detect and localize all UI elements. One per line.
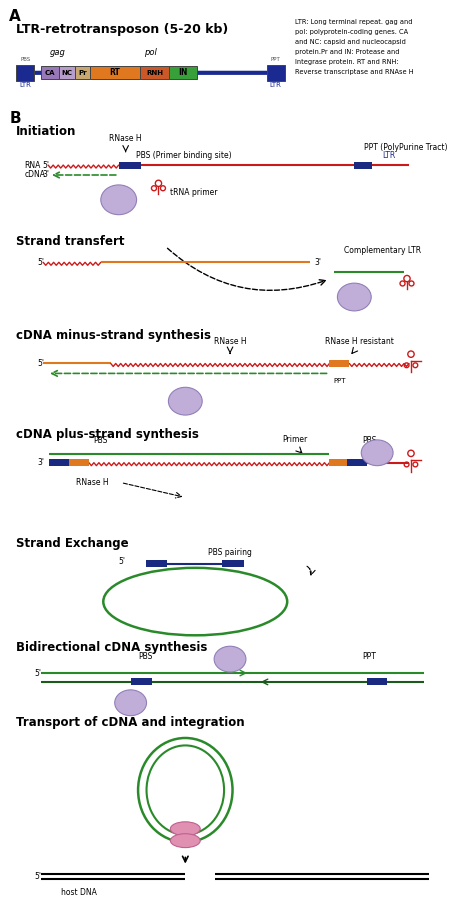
Text: 3': 3' bbox=[315, 257, 321, 266]
Bar bbox=[222, 561, 244, 567]
Bar bbox=[131, 679, 153, 686]
Text: LTR: LTR bbox=[19, 82, 31, 87]
Text: PPT: PPT bbox=[362, 652, 376, 662]
Text: CA: CA bbox=[45, 70, 55, 76]
Bar bbox=[49, 459, 69, 466]
Text: 5': 5' bbox=[37, 359, 44, 368]
Text: LTR-retrotransposon (5-20 kb): LTR-retrotransposon (5-20 kb) bbox=[16, 23, 228, 36]
Text: PBS: PBS bbox=[94, 436, 108, 445]
Text: Bidirectional cDNA synthesis: Bidirectional cDNA synthesis bbox=[16, 642, 208, 654]
Text: cDNA: cDNA bbox=[24, 170, 45, 179]
Bar bbox=[354, 162, 372, 168]
Text: RT: RT bbox=[109, 68, 120, 77]
Ellipse shape bbox=[337, 284, 371, 310]
Text: LTR: LTR bbox=[383, 150, 396, 159]
Text: RNase H: RNase H bbox=[76, 478, 109, 487]
FancyBboxPatch shape bbox=[169, 67, 197, 79]
Ellipse shape bbox=[170, 833, 200, 848]
FancyBboxPatch shape bbox=[90, 67, 139, 79]
Bar bbox=[69, 459, 89, 466]
Text: RNA: RNA bbox=[24, 160, 41, 169]
Text: RNase H: RNase H bbox=[109, 134, 142, 143]
Text: host DNA: host DNA bbox=[61, 888, 97, 897]
Text: NC: NC bbox=[62, 70, 73, 76]
Text: PBS: PBS bbox=[20, 57, 30, 62]
Text: PBS (Primer binding site): PBS (Primer binding site) bbox=[136, 150, 231, 159]
Text: RNase H resistant: RNase H resistant bbox=[325, 337, 394, 346]
Text: LTR: LTR bbox=[270, 82, 282, 87]
Text: LTR: Long terminal repeat. gag and: LTR: Long terminal repeat. gag and bbox=[295, 19, 412, 25]
Text: PBS: PBS bbox=[138, 652, 153, 662]
Text: RNH: RNH bbox=[146, 70, 163, 76]
Bar bbox=[118, 162, 141, 168]
Ellipse shape bbox=[361, 440, 393, 465]
FancyBboxPatch shape bbox=[139, 67, 169, 79]
Text: A: A bbox=[9, 9, 21, 24]
Text: IN: IN bbox=[179, 68, 188, 77]
Text: and NC: capsid and nucleocapsid: and NC: capsid and nucleocapsid bbox=[295, 39, 406, 45]
Text: Strand Exchange: Strand Exchange bbox=[16, 537, 129, 550]
Bar bbox=[347, 459, 367, 466]
Text: Pr: Pr bbox=[78, 70, 87, 76]
Ellipse shape bbox=[170, 822, 200, 836]
Text: 5': 5' bbox=[34, 669, 41, 678]
Bar bbox=[367, 679, 387, 686]
FancyBboxPatch shape bbox=[75, 67, 90, 79]
FancyBboxPatch shape bbox=[16, 65, 34, 81]
Text: 5': 5' bbox=[34, 872, 41, 881]
Text: protein.Pr and IN: Protease and: protein.Pr and IN: Protease and bbox=[295, 49, 399, 55]
Text: PPT: PPT bbox=[271, 57, 281, 62]
Text: 5': 5' bbox=[118, 557, 126, 566]
Text: Transport of cDNA and integration: Transport of cDNA and integration bbox=[16, 716, 245, 729]
Text: 3': 3' bbox=[42, 170, 49, 179]
Ellipse shape bbox=[101, 184, 137, 215]
Text: B: B bbox=[9, 111, 21, 125]
Ellipse shape bbox=[214, 646, 246, 672]
Text: Initiation: Initiation bbox=[16, 125, 77, 139]
Text: Primer: Primer bbox=[282, 435, 307, 444]
Text: 5': 5' bbox=[37, 257, 44, 266]
FancyBboxPatch shape bbox=[267, 65, 285, 81]
Text: PPT: PPT bbox=[333, 378, 346, 384]
Text: 3': 3' bbox=[37, 458, 44, 467]
FancyBboxPatch shape bbox=[41, 67, 59, 79]
Ellipse shape bbox=[168, 387, 202, 415]
FancyBboxPatch shape bbox=[59, 67, 75, 79]
Text: Integrase protein. RT and RNH:: Integrase protein. RT and RNH: bbox=[295, 58, 398, 65]
Text: PBS pairing: PBS pairing bbox=[208, 548, 252, 557]
Ellipse shape bbox=[115, 690, 146, 716]
Text: RNase H: RNase H bbox=[214, 337, 246, 346]
Bar bbox=[329, 360, 349, 367]
Text: gag: gag bbox=[50, 48, 66, 57]
Text: 5': 5' bbox=[42, 160, 49, 169]
Text: tRNA primer: tRNA primer bbox=[170, 188, 218, 197]
Text: pol: polyprotein-coding genes. CA: pol: polyprotein-coding genes. CA bbox=[295, 29, 408, 35]
Bar bbox=[329, 459, 347, 466]
Bar bbox=[146, 561, 167, 567]
Text: cDNA plus-strand synthesis: cDNA plus-strand synthesis bbox=[16, 428, 199, 441]
Text: PPT (PolyPurine Tract): PPT (PolyPurine Tract) bbox=[364, 143, 448, 152]
Text: Strand transfert: Strand transfert bbox=[16, 235, 125, 248]
Text: cDNA minus-strand synthesis: cDNA minus-strand synthesis bbox=[16, 328, 211, 342]
Text: pol: pol bbox=[144, 48, 157, 57]
Text: Reverse transcriptase and RNAse H: Reverse transcriptase and RNAse H bbox=[295, 68, 413, 75]
Text: Complementary LTR: Complementary LTR bbox=[345, 246, 421, 255]
Text: PBS: PBS bbox=[362, 436, 376, 445]
